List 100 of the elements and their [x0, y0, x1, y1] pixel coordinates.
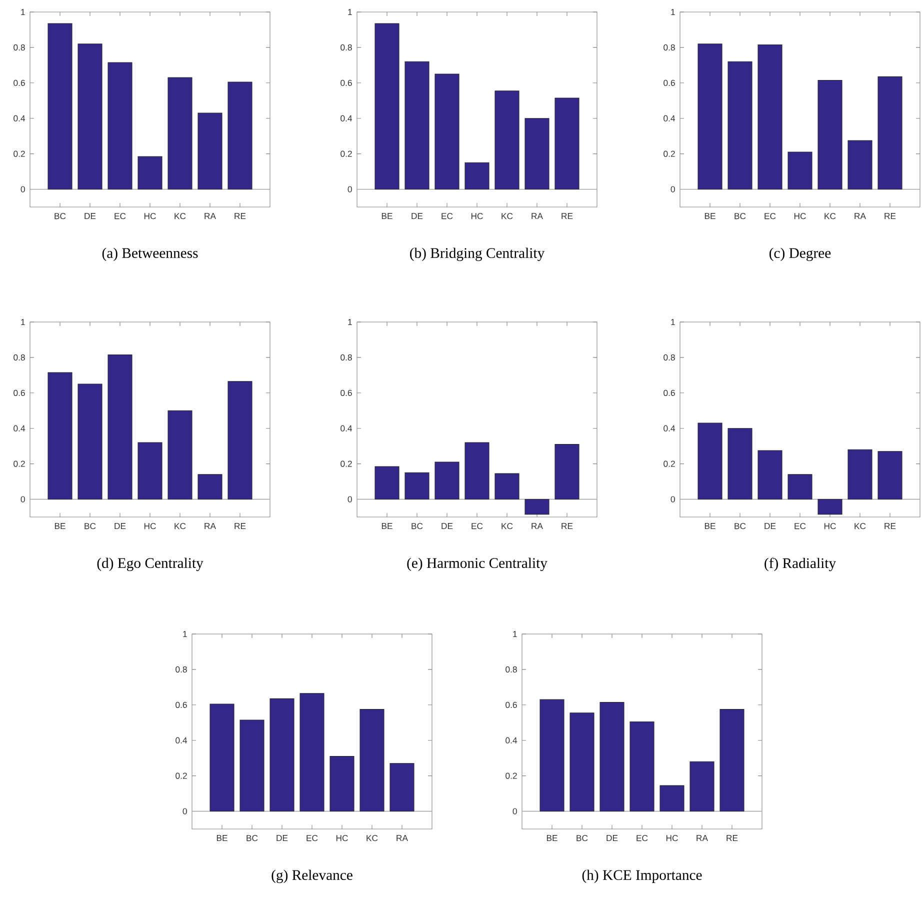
x-tick-label: BC: [734, 523, 746, 530]
x-tick-label: RA: [204, 523, 216, 529]
y-tick-label: 0.6: [176, 702, 187, 708]
y-tick-label: 0: [348, 186, 352, 192]
y-tick-label: 0.4: [176, 737, 188, 744]
y-tick-label: 0.2: [176, 772, 187, 779]
y-tick-label: 0.6: [340, 80, 352, 86]
x-tick-label: EC: [472, 523, 483, 530]
y-tick-label: 0.8: [664, 354, 675, 361]
x-tick-label: KC: [174, 523, 186, 530]
x-tick-label: RE: [562, 523, 573, 529]
x-tick-label: RE: [884, 523, 896, 529]
y-tick-label: 0.6: [506, 702, 517, 708]
x-tick-label: DE: [276, 835, 288, 841]
x-tick-label: BE: [704, 523, 716, 529]
x-tick-label: RE: [234, 523, 246, 529]
x-tick-label: RA: [396, 835, 408, 841]
x-tick-label: HC: [471, 213, 483, 220]
text: (a) Betweenness: [102, 248, 198, 261]
y-tick-label: 0.2: [506, 772, 517, 779]
y-tick-label: 0: [670, 496, 675, 502]
x-tick-label: RE: [562, 213, 573, 219]
y-tick-label: 0.6: [664, 80, 675, 86]
text: (f) Radiality: [764, 558, 836, 572]
x-tick-label: DE: [84, 213, 96, 219]
text: (d) Ego Centrality: [97, 558, 204, 572]
x-tick-label: HC: [336, 835, 348, 842]
y-tick-label: 1: [21, 319, 25, 325]
x-tick-label: RE: [726, 835, 738, 841]
x-tick-label: EC: [442, 213, 453, 220]
y-tick-label: 0.4: [340, 425, 352, 432]
y-tick-label: 1: [671, 9, 675, 15]
x-tick-label: BE: [382, 213, 392, 219]
x-tick-label: EC: [636, 835, 648, 842]
y-tick-label: 0.2: [664, 460, 675, 467]
y-tick-label: 0.2: [664, 150, 675, 157]
y-tick-label: 0: [512, 808, 517, 814]
y-tick-label: 0.4: [506, 737, 518, 744]
x-tick-label: BC: [246, 835, 258, 842]
x-tick-label: HC: [144, 213, 156, 220]
x-tick-label: RA: [204, 213, 216, 219]
y-tick-label: 0.6: [14, 390, 25, 396]
y-tick-label: 0.8: [14, 354, 25, 361]
y-tick-label: 0.2: [14, 460, 25, 467]
x-tick-label: EC: [764, 213, 776, 220]
y-tick-label: 0: [20, 496, 25, 502]
x-tick-label: KC: [502, 213, 513, 220]
x-tick-label: RE: [884, 213, 896, 219]
x-tick-label: DE: [114, 523, 126, 529]
x-tick-label: EC: [794, 523, 806, 530]
x-tick-label: KC: [366, 835, 378, 842]
y-tick-label: 0.8: [664, 44, 675, 51]
y-tick-label: 0.2: [14, 150, 25, 157]
x-tick-label: RE: [234, 213, 246, 219]
x-tick-label: DE: [442, 523, 453, 529]
y-tick-label: 1: [183, 631, 187, 637]
y-tick-label: 1: [513, 631, 517, 637]
y-tick-label: 1: [671, 319, 675, 325]
x-tick-label: HC: [666, 835, 678, 842]
x-tick-label: RA: [532, 213, 543, 219]
x-tick-label: BE: [54, 523, 66, 529]
y-tick-label: 0: [182, 808, 187, 814]
x-tick-label: BE: [704, 213, 716, 219]
y-tick-label: 0.8: [506, 666, 517, 673]
y-tick-label: 0.4: [664, 115, 676, 122]
x-tick-label: BE: [216, 835, 228, 841]
y-tick-label: 0.4: [14, 115, 26, 122]
y-tick-label: 0.6: [664, 390, 675, 396]
x-tick-label: BC: [412, 523, 423, 530]
y-tick-label: 0.8: [340, 44, 352, 51]
y-tick-label: 0.6: [340, 390, 352, 396]
x-tick-label: BC: [54, 213, 66, 220]
x-tick-label: EC: [306, 835, 318, 842]
x-tick-label: RA: [532, 523, 543, 529]
text: (e) Harmonic Centrality: [407, 558, 548, 572]
x-tick-label: HC: [824, 523, 836, 530]
y-tick-label: 0.4: [14, 425, 26, 432]
x-tick-label: RA: [854, 213, 866, 219]
x-tick-label: KC: [824, 213, 836, 220]
x-tick-label: RA: [696, 835, 708, 841]
y-tick-label: 0.2: [340, 150, 352, 157]
x-tick-label: DE: [412, 213, 423, 219]
x-tick-label: KC: [502, 523, 513, 530]
x-tick-label: HC: [794, 213, 806, 220]
x-tick-label: DE: [764, 523, 776, 529]
x-tick-label: BC: [576, 835, 588, 842]
y-tick-label: 0: [348, 496, 352, 502]
y-tick-label: 0.6: [14, 80, 25, 86]
y-tick-label: 0.2: [340, 460, 352, 467]
text: (b) Bridging Centrality: [410, 248, 545, 262]
y-tick-label: 0: [20, 186, 25, 192]
x-tick-label: EC: [114, 213, 126, 220]
y-tick-label: 0.8: [14, 44, 25, 51]
y-tick-label: 0.4: [340, 115, 352, 122]
y-tick-label: 0.8: [176, 666, 187, 673]
x-tick-label: DE: [606, 835, 618, 841]
y-tick-label: 1: [348, 9, 352, 15]
x-tick-label: BC: [734, 213, 746, 220]
text: (g) Relevance: [272, 870, 352, 884]
y-tick-label: 1: [348, 319, 352, 325]
